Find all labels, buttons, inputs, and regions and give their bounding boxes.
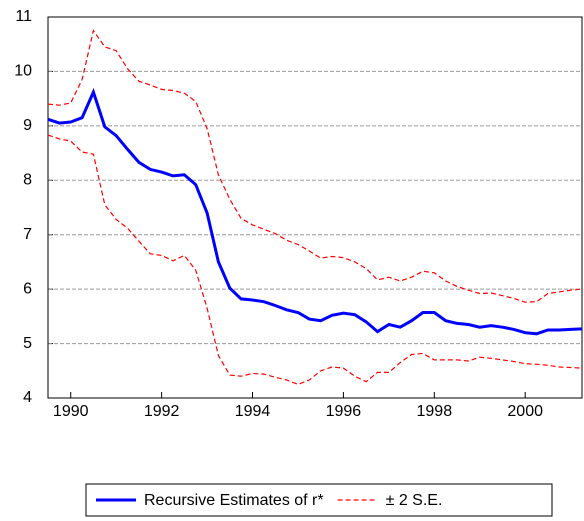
y-tick-label: 11	[15, 8, 32, 25]
legend-box	[85, 483, 553, 517]
y-tick-label: 6	[23, 280, 32, 297]
lower-band	[47, 134, 583, 386]
series-line	[47, 87, 583, 336]
x-tick-label: 1990	[53, 403, 89, 420]
plot-frame	[47, 16, 583, 399]
x-tick-label: 2000	[507, 403, 543, 420]
legend-label: Recursive Estimates of r*	[144, 492, 324, 509]
y-tick-label: 10	[14, 63, 32, 80]
upper-band	[47, 29, 583, 303]
y-tick-label: 4	[23, 389, 32, 406]
y-tick-label: 8	[23, 172, 32, 189]
x-tick-label: 1996	[326, 403, 362, 420]
x-tick-label: 1994	[235, 403, 271, 420]
x-tick-label: 1998	[417, 403, 453, 420]
y-tick-label: 7	[23, 226, 32, 243]
legend-label: ± 2 S.E.	[386, 492, 443, 509]
x-tick-label: 1992	[144, 403, 180, 420]
y-tick-label: 5	[23, 335, 32, 352]
y-tick-label: 9	[23, 117, 32, 134]
